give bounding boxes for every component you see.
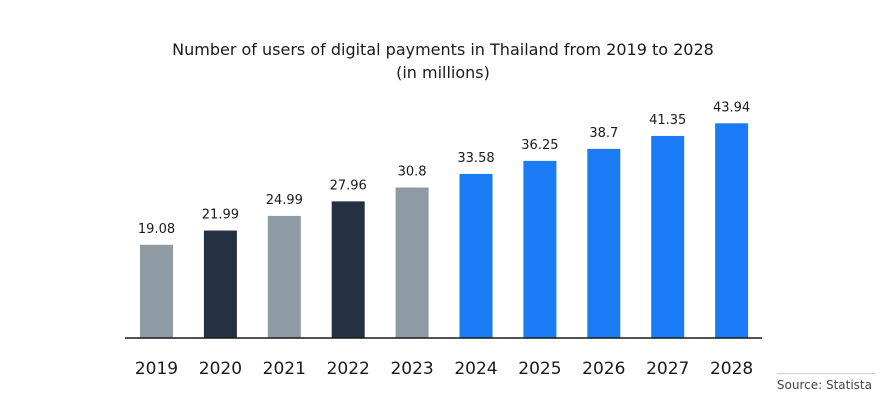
x-tick-label-2023: 2023 [390, 359, 433, 379]
bar-2026 [587, 148, 621, 338]
value-label-2028: 43.94 [713, 100, 750, 115]
bar-2027 [651, 135, 685, 338]
x-tick-label-2027: 2027 [646, 359, 689, 379]
bar-2028 [715, 123, 749, 338]
chart-title: Number of users of digital payments in T… [0, 38, 886, 84]
value-label-2021: 24.99 [266, 193, 303, 208]
value-label-2026: 38.7 [589, 126, 618, 141]
value-label-2022: 27.96 [330, 178, 367, 193]
value-label-2020: 21.99 [202, 208, 239, 223]
x-tick-label-2024: 2024 [454, 359, 497, 379]
x-tick-label-2019: 2019 [135, 359, 178, 379]
bar-2020 [203, 230, 237, 338]
bar-2019 [140, 244, 173, 338]
x-tick-label-2028: 2028 [710, 359, 753, 379]
value-label-2019: 19.08 [138, 222, 175, 237]
chart-title-line: Number of users of digital payments in T… [172, 40, 714, 59]
source-label: Source: Statista [776, 378, 872, 392]
bar-2025 [523, 160, 557, 338]
x-tick-label-2022: 2022 [327, 359, 370, 379]
value-label-2024: 33.58 [457, 151, 494, 166]
bar-2022 [331, 201, 365, 338]
x-tick-label-2021: 2021 [263, 359, 306, 379]
x-tick-label-2026: 2026 [582, 359, 625, 379]
x-tick-label-2025: 2025 [518, 359, 561, 379]
bar-2024 [459, 173, 493, 338]
x-tick-label-2020: 2020 [199, 359, 242, 379]
value-label-2025: 36.25 [521, 138, 558, 153]
value-label-2027: 41.35 [649, 113, 686, 128]
source-divider [777, 373, 875, 374]
bar-2021 [267, 215, 301, 338]
value-label-2023: 30.8 [398, 165, 427, 180]
chart-subtitle: (in millions) [396, 63, 490, 82]
bar-2023 [395, 187, 429, 338]
